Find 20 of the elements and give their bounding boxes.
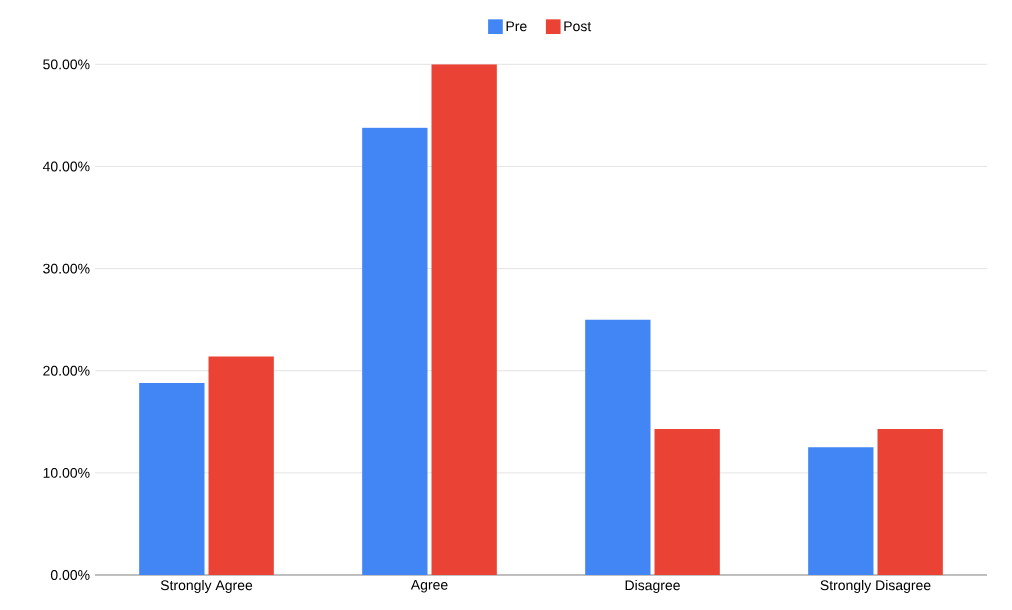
bar [877,428,943,575]
y-tick-label: 0.00% [50,570,90,580]
bar [585,319,651,575]
legend-label: Post [564,21,592,32]
x-tick-label: Strongly Disagree [820,579,931,593]
y-tick-label: 10.00% [43,467,90,478]
bar [808,447,874,575]
bar [431,64,497,575]
x-tick-label: Agree [410,579,448,593]
bar [654,428,720,575]
y-tick-label: 20.00% [43,365,90,376]
bar [362,127,428,575]
y-tick-label: 50.00% [43,59,90,70]
x-tick-label: Strongly Agree [160,579,253,593]
legend-label: Pre [506,21,527,32]
y-tick-label: 40.00% [42,161,90,172]
y-tick-label: 30.00% [43,263,90,274]
bar [208,356,274,575]
x-tick-label: Disagree [625,579,680,593]
bar [139,382,205,575]
